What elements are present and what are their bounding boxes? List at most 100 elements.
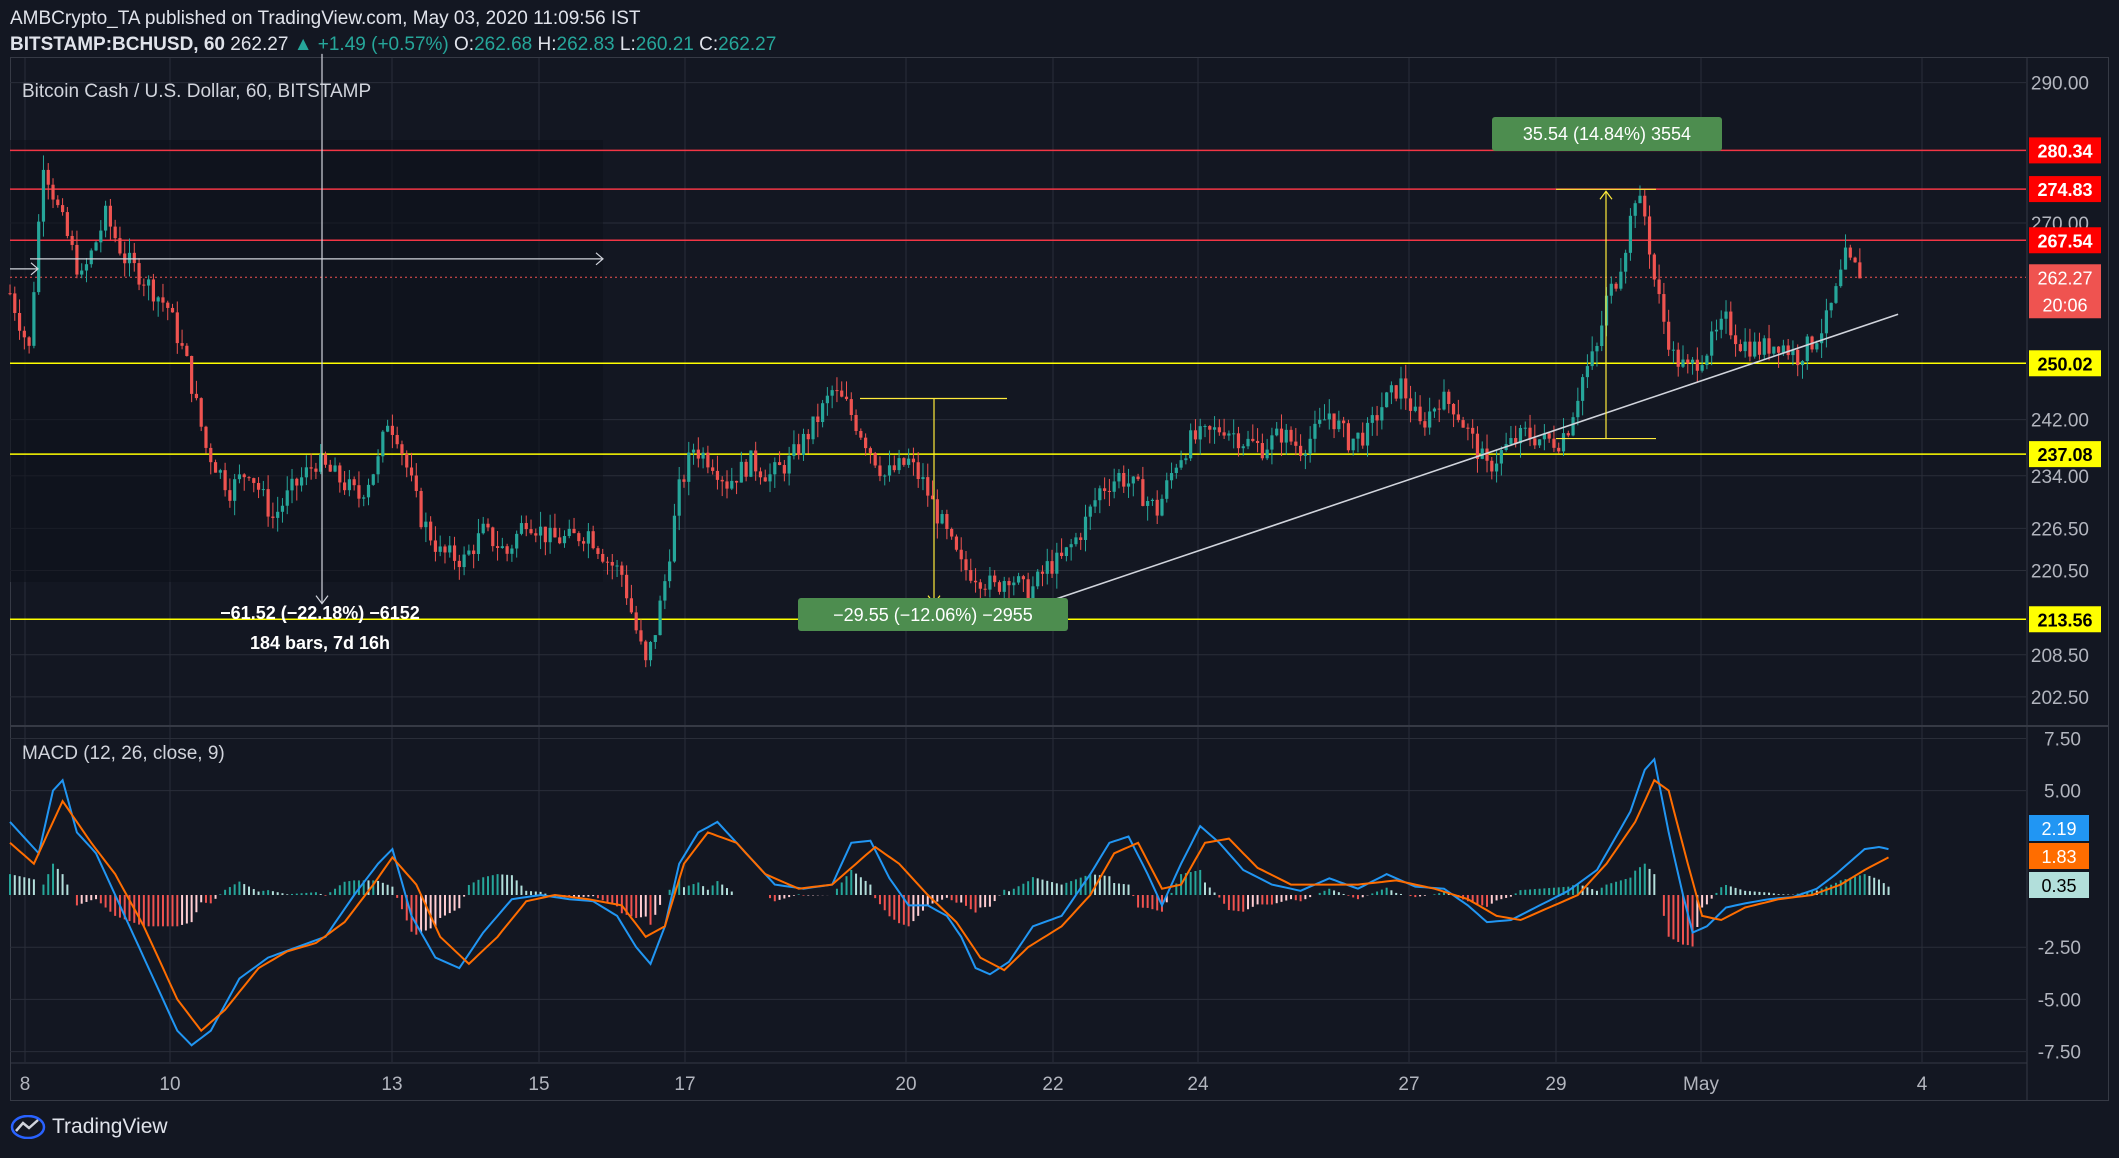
candle-body	[596, 548, 600, 554]
candle-body	[1365, 422, 1370, 446]
candle-body	[1303, 453, 1307, 456]
candle-body	[668, 561, 672, 582]
candle-body	[1628, 215, 1633, 253]
candle-body	[1232, 433, 1236, 435]
candle-body	[1308, 438, 1312, 454]
candle-body	[180, 343, 184, 346]
high-value: 262.83	[556, 34, 615, 55]
candle-body	[620, 565, 624, 575]
candle-body	[1733, 335, 1738, 345]
time-tick: 10	[159, 1074, 180, 1095]
candle-body	[1060, 552, 1064, 557]
candle-body	[1021, 576, 1025, 580]
candle-body	[940, 514, 944, 524]
candle-body	[429, 521, 433, 541]
tradingview-footer[interactable]: TradingView	[10, 1115, 168, 1139]
time-axis[interactable]: 8 10 13 15 17 20 22 24 27 29 May 4	[20, 1074, 1928, 1095]
candle-body	[821, 403, 825, 422]
candle-body	[950, 529, 954, 537]
publication-header: AMBCrypto_TA published on TradingView.co…	[10, 6, 776, 58]
candle-body	[816, 416, 820, 422]
candle-body	[1480, 448, 1484, 459]
candle-body	[376, 456, 380, 475]
level-price-label: 274.83	[2037, 180, 2092, 200]
low-label: L:	[619, 34, 636, 55]
time-tick: 4	[1917, 1074, 1928, 1095]
candle-body	[1528, 427, 1532, 439]
candle-body	[280, 505, 285, 512]
candle-body	[734, 480, 739, 483]
candle-body	[1676, 349, 1680, 367]
candle-body	[233, 479, 237, 501]
candle-body	[605, 561, 610, 563]
candle-body	[1815, 343, 1819, 350]
candle-body	[17, 312, 22, 331]
candle-body	[1031, 586, 1035, 605]
published-text: published on TradingView.com, May 03, 20…	[144, 8, 641, 29]
candle-body	[495, 546, 500, 549]
candle-body	[56, 199, 60, 206]
candle-body	[500, 546, 504, 549]
candle-body	[1428, 411, 1432, 428]
candle-body	[1351, 438, 1355, 451]
candle-body	[1514, 438, 1518, 444]
candle-body	[586, 531, 590, 544]
candle-body	[1255, 440, 1260, 444]
candle-body	[1710, 331, 1714, 356]
candle-body	[352, 479, 356, 486]
candle-body	[242, 474, 246, 478]
candle-body	[988, 575, 992, 590]
price-tick: 202.50	[2031, 688, 2089, 709]
candle-body	[763, 477, 767, 482]
candle-body	[835, 390, 839, 392]
candle-body	[534, 533, 538, 536]
candle-body	[1518, 427, 1523, 444]
candle-body	[510, 548, 514, 554]
candle-body	[1499, 450, 1503, 464]
candle-body	[601, 553, 605, 562]
candle-body	[558, 537, 562, 544]
macd-title: MACD (12, 26, close, 9)	[22, 743, 225, 764]
candle-body	[1824, 310, 1828, 334]
candle-body	[1203, 426, 1207, 428]
candle-body	[409, 467, 414, 476]
candle-body	[1155, 499, 1159, 516]
candle-body	[1757, 341, 1762, 355]
measure-label: 35.54 (14.84%) 3554	[1523, 124, 1691, 144]
candle-body	[84, 264, 89, 271]
candle-body	[1074, 537, 1078, 545]
candle-body	[859, 430, 863, 438]
candle-body	[1251, 438, 1255, 441]
candle-body	[1093, 500, 1097, 507]
candle-body	[1394, 385, 1398, 399]
candle-body	[491, 527, 495, 547]
candle-body	[1475, 433, 1480, 459]
price-axis[interactable]: 290.00274.83270.00250.02242.00234.00226.…	[2029, 74, 2101, 1064]
candle-body	[156, 297, 160, 302]
candle-body	[1581, 377, 1585, 401]
candle-body	[400, 444, 404, 454]
candle-body	[1040, 571, 1045, 574]
level-price-tag	[2029, 176, 2101, 203]
candle-body	[132, 252, 136, 264]
candle-body	[481, 523, 485, 534]
candle-body	[1399, 378, 1403, 399]
candle-body	[840, 390, 844, 397]
candle-body	[362, 497, 366, 499]
candle-body	[213, 462, 218, 473]
measure-label: −61.52 (−22.18%) −6152	[220, 603, 420, 623]
candle-body	[1461, 420, 1465, 428]
candle-body	[467, 550, 471, 555]
macd-tick: 5.00	[2044, 782, 2081, 803]
candle-body	[285, 490, 289, 506]
candle-body	[1638, 195, 1642, 204]
candle-body	[1848, 247, 1852, 258]
histogram-value-tag	[2029, 872, 2089, 898]
candle-body	[720, 479, 724, 482]
candle-body	[46, 169, 50, 185]
candle-body	[935, 499, 939, 524]
candle-body	[849, 399, 853, 416]
author-name[interactable]: AMBCrypto_TA	[10, 8, 140, 29]
candle-body	[610, 561, 614, 566]
